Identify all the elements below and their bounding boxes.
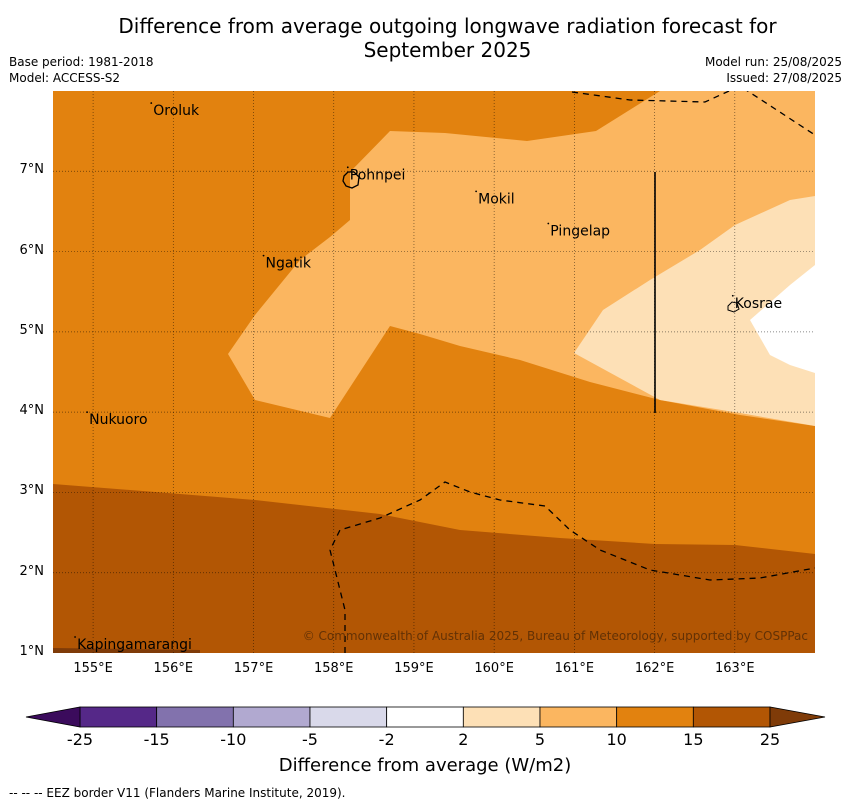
colorbar-segment <box>79 706 158 728</box>
lat-label: 1°N <box>19 644 45 659</box>
colorbar-tick-label: -5 <box>302 730 318 749</box>
place-label: Pohnpei <box>350 167 406 183</box>
lat-label: 6°N <box>19 242 45 258</box>
lon-label: 161°E <box>554 661 595 676</box>
band-15-25 <box>53 484 815 653</box>
colorbar-tick-label: 25 <box>759 730 781 749</box>
lat-label: 5°N <box>19 322 45 338</box>
lon-label: 157°E <box>233 661 274 676</box>
lon-label: 156°E <box>153 661 194 676</box>
lon-label: 160°E <box>474 661 514 676</box>
base-period-text: Base period: 1981-2018 <box>9 55 154 69</box>
colorbar-segment <box>692 706 771 728</box>
place-label: Ngatik <box>266 256 312 272</box>
colorbar-segment <box>232 706 311 728</box>
place-labels: Oroluk Pohnpei Mokil Pingelap Ngatik Kosrae Nu… <box>74 102 782 653</box>
colorbar-segment <box>616 706 694 728</box>
contour-fields <box>53 91 815 653</box>
colorbar-under-arrow <box>25 706 81 728</box>
colorbar-title: Difference from average (W/m2) <box>278 755 572 776</box>
model-text: Model: ACCESS-S2 <box>9 71 121 85</box>
band-2-5 <box>574 196 815 426</box>
colorbar-segment <box>539 706 618 728</box>
place-label: Pingelap <box>550 224 610 240</box>
band-gt-25 <box>53 648 200 653</box>
place-marker <box>150 102 153 104</box>
title-line-2: September 2025 <box>363 38 532 62</box>
colorbar <box>25 706 826 728</box>
lon-label: 158°E <box>313 661 354 676</box>
eez-note: -- -- -- EEZ border V11 (Flanders Marine… <box>9 786 346 800</box>
kosrae-island <box>727 301 740 313</box>
colorbar-tick-label: 15 <box>683 730 704 749</box>
place-marker <box>475 190 478 193</box>
place-label: Kapingamarangi <box>77 637 192 653</box>
lat-label: 2°N <box>19 563 45 579</box>
lon-label: 162°E <box>634 661 675 676</box>
place-marker <box>346 166 349 169</box>
colorbar-tick-label: 5 <box>534 730 546 749</box>
lon-label: 159°E <box>394 661 434 676</box>
meta-left: Base period: 1981-2018 Model: ACCESS-S2 <box>9 54 154 86</box>
eez-border-south <box>329 481 815 653</box>
colorbar-over-arrow <box>769 706 826 728</box>
place-label: Mokil <box>478 191 515 207</box>
eez-border-north <box>571 91 815 136</box>
colorbar-segment <box>386 706 464 728</box>
colorbar-tick-label: -2 <box>378 730 395 749</box>
lon-label: 155°E <box>73 661 113 676</box>
title-line-1: Difference from average outgoing longwav… <box>118 14 777 38</box>
place-marker <box>547 222 550 225</box>
copyright-text: © Commonwealth of Australia 2025, Bureau… <box>303 629 808 643</box>
lat-label: 7°N <box>19 162 45 178</box>
colorbar-tick-label: -25 <box>66 730 94 749</box>
colorbar-segment <box>462 706 541 728</box>
place-marker <box>262 254 265 257</box>
colorbar-segments <box>79 706 771 728</box>
chart-title: Difference from average outgoing longwav… <box>60 14 835 62</box>
band-lt-2 <box>750 265 815 373</box>
lat-label: 4°N <box>19 403 45 419</box>
colorbar-tick-label: 10 <box>606 730 627 749</box>
place-label: Kosrae <box>735 296 782 312</box>
colorbar-tick-label: -10 <box>220 730 247 749</box>
place-marker <box>74 636 76 638</box>
issued-text: Issued: 27/08/2025 <box>726 71 842 85</box>
gridlines <box>53 91 815 653</box>
lat-label: 3°N <box>19 483 45 499</box>
meta-right: Model run: 25/08/2025 Issued: 27/08/2025 <box>705 54 842 86</box>
colorbar-segment <box>309 706 388 728</box>
place-label: Oroluk <box>153 103 200 119</box>
colorbar-tick-label: -15 <box>143 730 170 749</box>
colorbar-segment <box>156 706 234 728</box>
place-label: Nukuoro <box>89 412 147 428</box>
place-marker <box>731 294 734 297</box>
colorbar-tick-label: 2 <box>458 730 469 749</box>
model-run-text: Model run: 25/08/2025 <box>704 55 842 69</box>
lon-label: 163°E <box>715 661 755 676</box>
pohnpei-island <box>342 171 360 189</box>
place-marker <box>86 411 88 414</box>
